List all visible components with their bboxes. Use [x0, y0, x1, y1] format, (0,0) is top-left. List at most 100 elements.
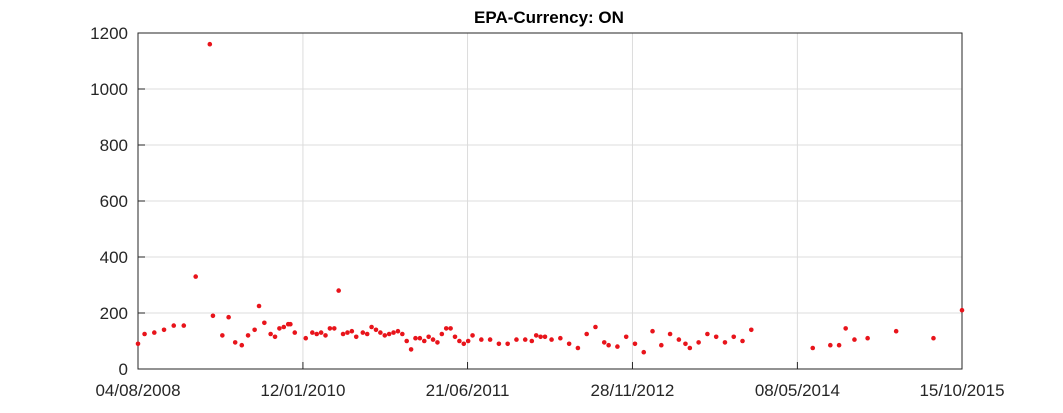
data-point [360, 330, 366, 335]
y-tick-label: 200 [100, 304, 128, 323]
data-point [705, 331, 710, 337]
data-point [245, 333, 251, 338]
data-point [262, 320, 267, 326]
data-point [256, 303, 262, 309]
data-point [327, 326, 333, 331]
data-point [615, 344, 620, 349]
data-point [373, 327, 379, 333]
y-tick-label: 600 [100, 192, 128, 211]
data-point [748, 327, 754, 333]
data-point [421, 338, 427, 344]
data-point [713, 334, 719, 340]
data-point [323, 333, 328, 338]
data-point [538, 334, 543, 340]
data-point [239, 342, 245, 348]
data-point [303, 335, 309, 341]
data-point [281, 324, 287, 330]
data-point [226, 314, 231, 320]
data-point [408, 347, 414, 352]
data-point [331, 326, 337, 331]
data-point [487, 337, 493, 342]
chart-title: EPA-Currency: ON [474, 8, 624, 27]
data-point [687, 345, 693, 351]
data-point [364, 331, 370, 337]
data-point [443, 326, 449, 331]
data-points [135, 41, 965, 355]
data-point [584, 331, 589, 337]
data-point [479, 337, 484, 342]
data-point [843, 326, 848, 331]
x-tick-label: 08/05/2014 [755, 381, 840, 400]
data-point [731, 334, 737, 340]
data-point [470, 333, 475, 338]
data-point [740, 338, 745, 344]
data-point [152, 330, 157, 335]
data-point [810, 345, 816, 351]
x-tick-label: 21/06/2011 [426, 381, 510, 400]
x-tick-label: 28/11/2012 [591, 381, 675, 400]
data-point [667, 331, 673, 337]
data-point [378, 330, 383, 335]
data-point [836, 342, 842, 348]
data-point [505, 341, 510, 347]
data-point [340, 331, 346, 337]
data-point [632, 341, 638, 347]
data-point [542, 334, 548, 340]
data-point [386, 331, 392, 337]
data-point [232, 340, 238, 345]
data-point [430, 337, 436, 342]
data-point [268, 331, 273, 337]
data-point [272, 334, 278, 340]
data-point [606, 342, 611, 348]
data-point [277, 326, 282, 331]
y-tick-label: 1200 [90, 24, 128, 43]
y-tick-label: 0 [119, 360, 128, 379]
data-point [391, 330, 396, 335]
data-point [404, 338, 410, 344]
data-point [575, 345, 581, 351]
data-point [336, 288, 341, 293]
data-point [696, 340, 701, 345]
data-point [514, 337, 519, 342]
data-point [439, 331, 445, 337]
data-point [220, 333, 225, 338]
data-point [558, 335, 563, 341]
data-point [522, 337, 528, 342]
data-point [435, 340, 440, 345]
data-point [959, 307, 965, 313]
data-point [549, 337, 554, 342]
data-point [623, 334, 629, 340]
data-point [566, 341, 572, 347]
data-point [452, 334, 458, 340]
x-tick-label: 04/08/2008 [95, 381, 180, 400]
data-point [641, 349, 647, 355]
data-point [288, 321, 293, 327]
data-point [601, 340, 607, 345]
x-axis: 04/08/2008 12/01/2010 21/06/2011 28/11/2012… [95, 362, 1005, 400]
data-point [931, 335, 936, 341]
data-point [252, 327, 257, 333]
data-point [676, 337, 682, 342]
data-point [314, 331, 320, 337]
data-point [135, 341, 141, 347]
data-point [852, 337, 857, 342]
data-point [369, 324, 374, 330]
data-point [413, 335, 418, 341]
data-point [457, 338, 462, 344]
data-point [417, 335, 423, 341]
y-tick-label: 400 [100, 248, 128, 267]
data-point [193, 274, 198, 279]
x-tick-label: 12/01/2010 [260, 381, 345, 400]
data-point [461, 341, 467, 347]
data-point [349, 328, 355, 334]
y-tick-label: 800 [100, 136, 128, 155]
data-point [426, 334, 431, 340]
data-point [593, 324, 598, 330]
data-point [683, 341, 688, 347]
data-point [345, 330, 350, 335]
data-point [650, 328, 655, 334]
grid-lines [138, 33, 962, 369]
data-point [465, 338, 471, 344]
data-point [533, 333, 539, 338]
